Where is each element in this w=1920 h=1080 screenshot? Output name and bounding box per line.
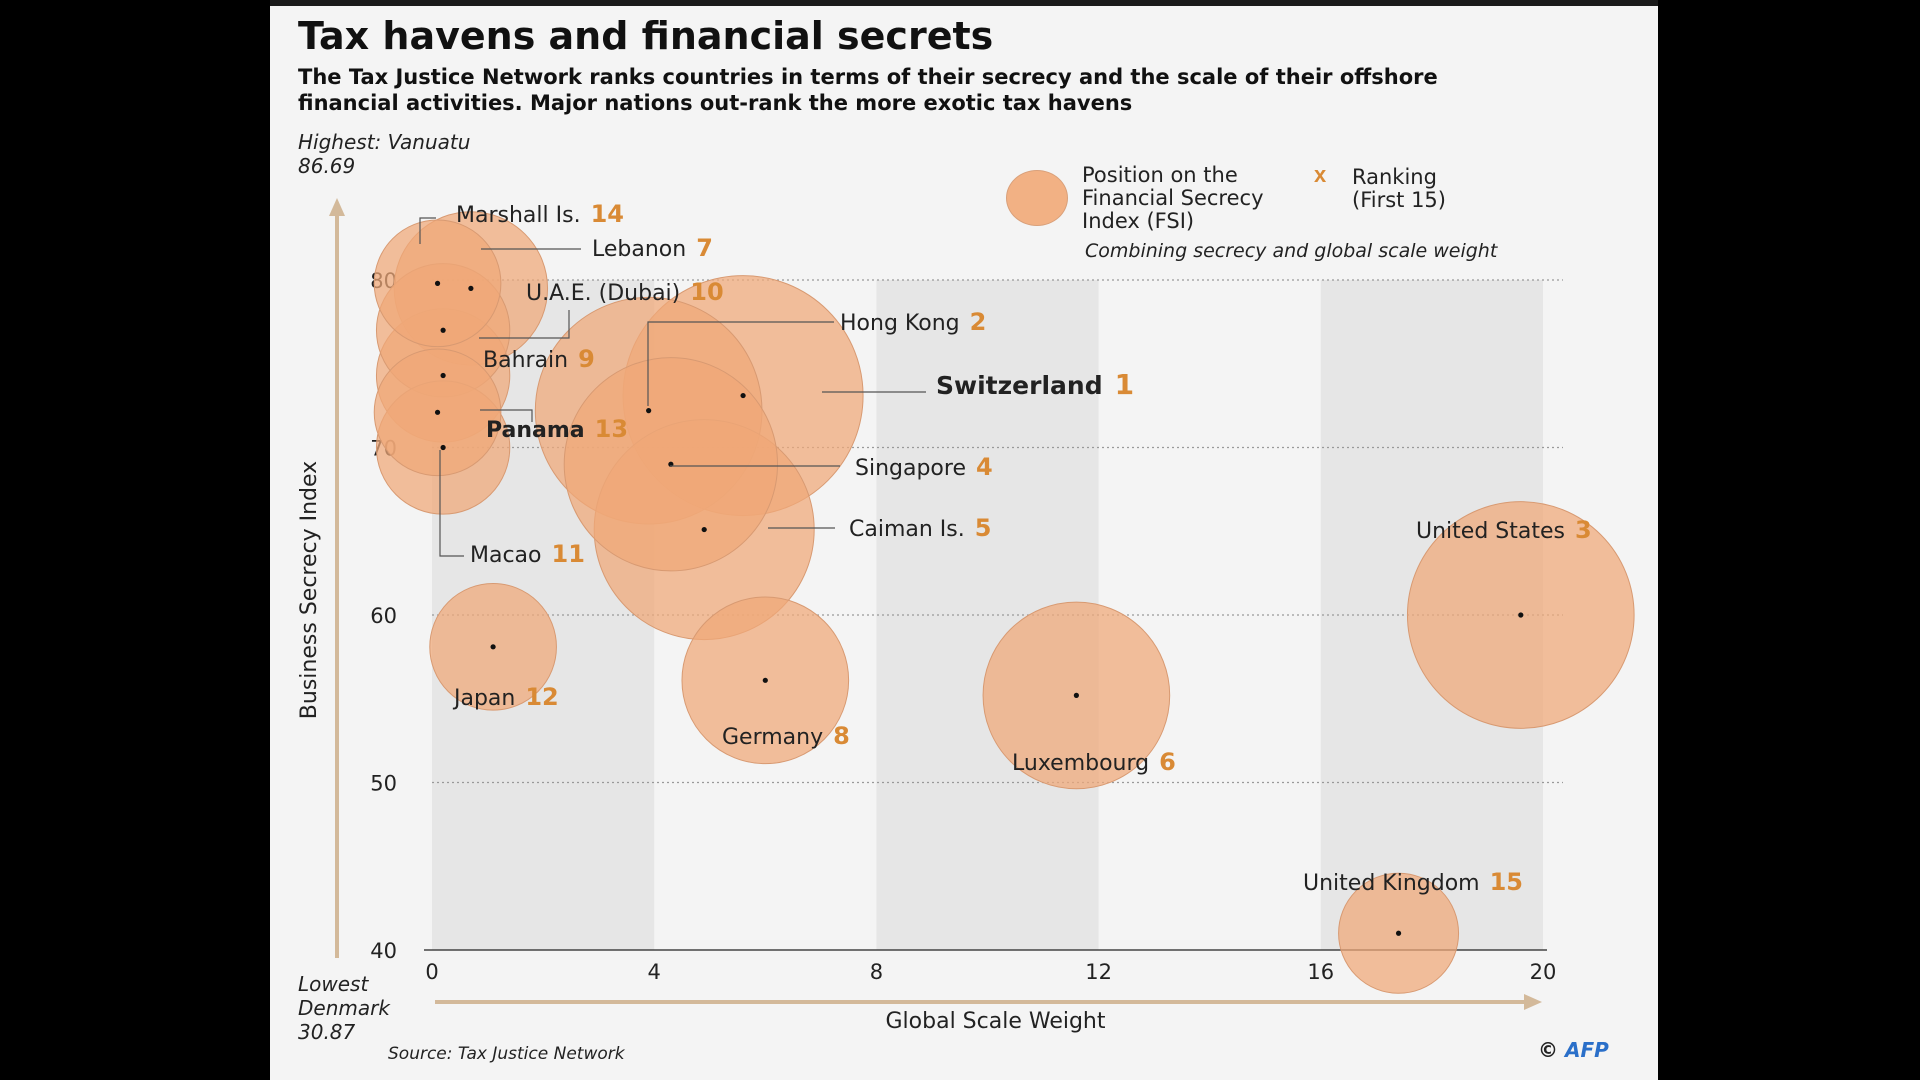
country-label: Hong Kong	[840, 311, 960, 336]
leader-line	[479, 310, 570, 339]
chart-title: Tax havens and financial secrets	[298, 14, 994, 58]
leader-line	[480, 409, 533, 422]
country-label: Japan	[452, 686, 515, 711]
bubble-center-dot	[434, 409, 441, 415]
rank-number: 2	[970, 308, 987, 336]
rank-number: 12	[525, 683, 558, 711]
bubble-center-dot	[440, 444, 446, 451]
rank-number: 5	[975, 514, 992, 542]
x-tick-label: 8	[870, 960, 883, 984]
bubble-center-dot	[1073, 692, 1079, 699]
ranking-marker-icon: x	[1314, 162, 1327, 187]
country-label: Panama	[486, 418, 585, 443]
rank-number: 14	[591, 200, 624, 228]
leader-line	[647, 321, 834, 406]
y-axis-arrowhead-icon	[329, 198, 345, 216]
bubble-center-dot	[1518, 612, 1524, 618]
bubble-center-dot	[440, 372, 446, 379]
bubble-center-dot	[740, 392, 746, 399]
y-axis-title: Business Secrecy Index	[297, 461, 322, 719]
legend-ranking-label: Ranking (First 15)	[1352, 165, 1446, 212]
country-label: Caiman Is.	[849, 517, 965, 542]
afp-logo: AFP	[1564, 1038, 1609, 1062]
country-label: Germany	[722, 725, 823, 750]
x-tick-label: 16	[1307, 960, 1334, 984]
country-label: Macao	[470, 543, 542, 568]
legend-bubble-note: Combining secrecy and global scale weigh…	[1085, 240, 1498, 262]
rank-number: 4	[976, 453, 993, 481]
scatter-chart: 0481216204050607080Global Scale WeightBu…	[297, 198, 1635, 1034]
x-tick-label: 20	[1530, 960, 1557, 984]
x-axis-arrowhead-icon	[1524, 994, 1542, 1010]
lowest-name: Denmark	[298, 996, 390, 1020]
credit: © AFP	[1538, 1038, 1609, 1062]
country-label: United States	[1416, 519, 1565, 544]
copyright-symbol: ©	[1538, 1038, 1558, 1062]
y-tick-label: 60	[370, 604, 397, 628]
bubble-center-dot	[701, 526, 707, 533]
legend-bubble-icon	[1006, 170, 1068, 226]
rank-number: 1	[1115, 368, 1134, 401]
source-note: Source: Tax Justice Network	[388, 1044, 625, 1064]
top-bar	[270, 0, 1658, 6]
highest-annotation: Highest: Vanuatu 86.69	[298, 130, 470, 178]
infographic-canvas: Tax havens and financial secrets The Tax…	[270, 0, 1658, 1080]
rank-number: 10	[690, 278, 723, 306]
rank-number: 9	[578, 345, 595, 373]
bubble-center-dot	[434, 280, 441, 286]
country-label: Singapore	[855, 456, 966, 481]
country-label: Bahrain	[483, 348, 568, 373]
y-tick-label: 50	[370, 772, 397, 796]
bubble-center-dot	[762, 677, 768, 683]
country-label: Switzerland	[936, 371, 1103, 400]
x-tick-label: 0	[425, 960, 438, 984]
lowest-label: Lowest	[298, 972, 369, 996]
leader-line	[419, 217, 436, 244]
lowest-annotation: Lowest Denmark 30.87	[298, 972, 390, 1044]
bubble-center-dot	[646, 408, 652, 414]
x-axis-title: Global Scale Weight	[886, 1009, 1106, 1034]
bubble-center-dot	[490, 644, 496, 650]
leader-line	[439, 450, 464, 557]
highest-value: 86.69	[298, 154, 356, 178]
rank-number: 13	[595, 415, 628, 443]
rank-number: 8	[833, 722, 850, 750]
rank-number: 6	[1159, 748, 1176, 776]
rank-number: 7	[696, 234, 713, 262]
country-label: U.A.E. (Dubai)	[526, 281, 680, 306]
lowest-value: 30.87	[298, 1020, 356, 1044]
country-label: Lebanon	[592, 237, 686, 262]
bubble-center-dot	[1395, 930, 1402, 936]
country-label: Luxembourg	[1012, 751, 1149, 776]
rank-number: 15	[1490, 868, 1523, 896]
y-tick-label: 40	[370, 939, 397, 963]
country-label: United Kingdom	[1303, 871, 1480, 896]
x-tick-label: 12	[1085, 960, 1112, 984]
country-label: Marshall Is.	[456, 203, 581, 228]
chart-subtitle: The Tax Justice Network ranks countries …	[298, 65, 1438, 115]
x-tick-label: 4	[648, 960, 661, 984]
rank-number: 3	[1575, 516, 1592, 544]
legend-bubble-label: Position on the Financial Secrecy Index …	[1082, 163, 1264, 233]
bubble-center-dot	[440, 327, 446, 333]
rank-number: 11	[552, 540, 585, 568]
highest-label: Highest: Vanuatu	[298, 130, 471, 154]
bubble-center-dot	[468, 285, 474, 291]
